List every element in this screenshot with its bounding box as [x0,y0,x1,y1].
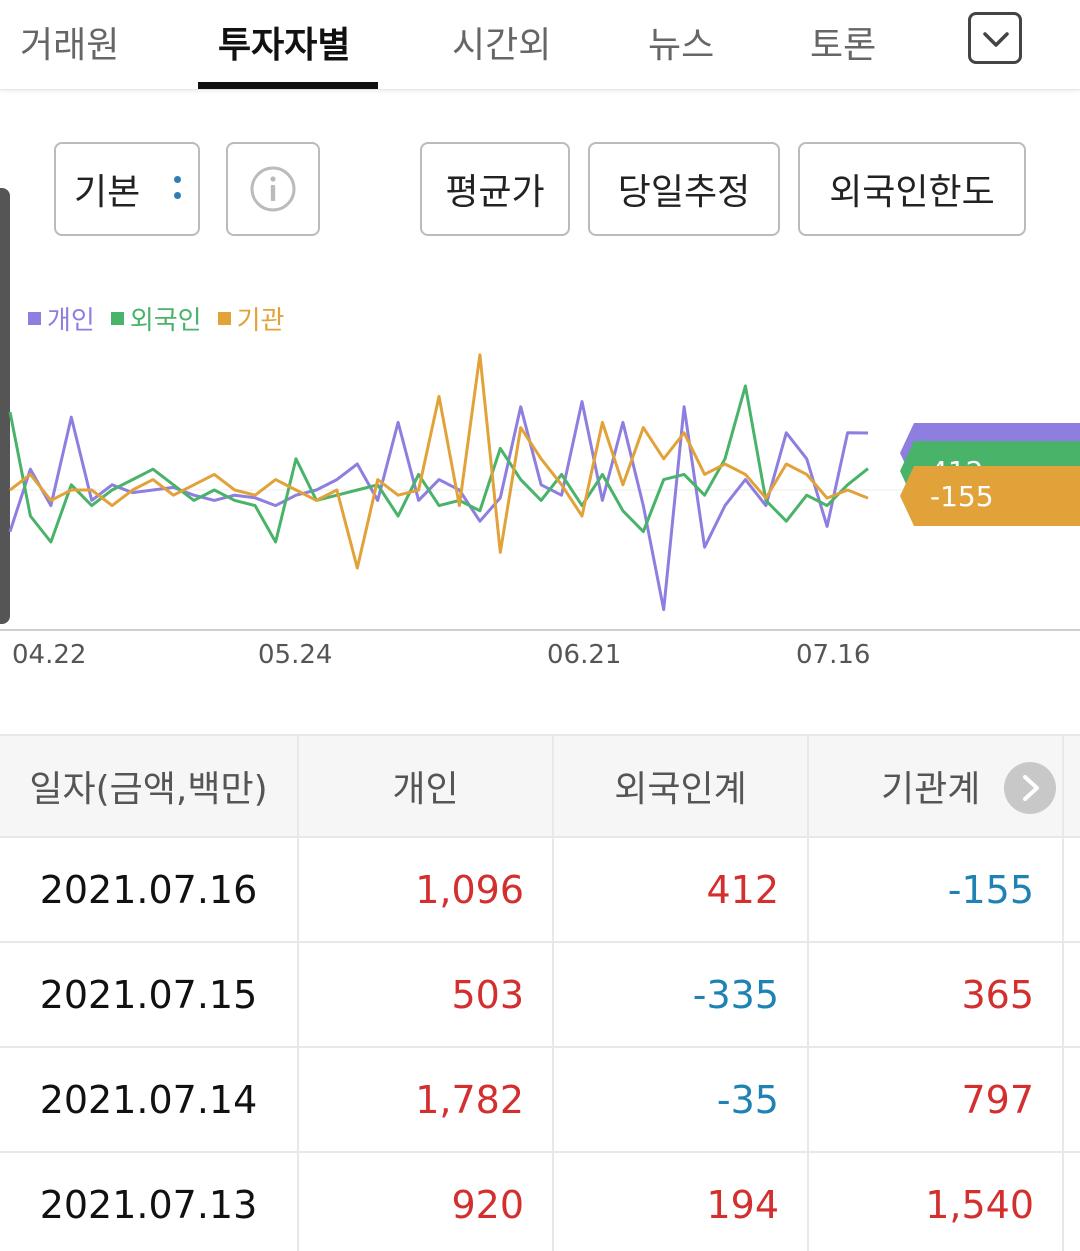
row-institution: 797 [809,1048,1064,1151]
tab-news[interactable]: 뉴스 [648,25,715,66]
x-tick-label: 04.22 [12,640,86,670]
row-foreign: -335 [554,943,809,1046]
chart-legend: 개인 외국인 기관 [28,300,294,337]
daily-estimate-button[interactable]: 당일추정 [588,142,780,236]
series-line-0 [8,400,869,612]
next-columns-button[interactable] [1004,762,1056,814]
row-individual: 1,096 [299,838,554,941]
x-tick-label: 07.16 [796,640,870,670]
row-individual: 503 [299,943,554,1046]
chevron-down-icon [983,32,1009,47]
side-drawer-handle[interactable] [0,188,10,624]
header-foreign: 외국인계 [554,736,809,836]
row-individual: 1,782 [299,1048,554,1151]
chevron-right-icon [1023,775,1039,801]
legend-label-foreign: 외국인 [129,306,202,336]
legend-label-individual: 개인 [47,306,95,336]
header-individual: 개인 [299,736,554,836]
row-date: 2021.07.16 [0,838,299,941]
last-value-flag-2: -155 [900,466,1080,526]
row-date: 2021.07.13 [0,1153,299,1251]
table-row[interactable]: 2021.07.13 920 194 1,540 [0,1153,1080,1251]
row-individual: 920 [299,1153,554,1251]
row-institution: 365 [809,943,1064,1046]
table-row[interactable]: 2021.07.14 1,782 -35 797 [0,1048,1080,1153]
row-foreign: -35 [554,1048,809,1151]
legend-swatch-individual [28,312,41,325]
tab-bar: 거래원 투자자별 시간외 뉴스 토론 [0,0,1080,90]
row-foreign: 412 [554,838,809,941]
tab-discussion[interactable]: 토론 [810,25,877,66]
tab-investors[interactable]: 투자자별 [218,25,351,66]
last-value-flag-bg-2 [900,466,1080,526]
legend-label-institution: 기관 [236,306,285,336]
foreign-limit-button[interactable]: 외국인한도 [798,142,1026,236]
legend-swatch-institution [217,312,231,325]
header-date: 일자(금액,백만) [0,736,299,836]
legend-swatch-foreign [110,312,124,325]
info-button[interactable] [226,142,320,236]
row-institution: -155 [809,838,1064,941]
table-row[interactable]: 2021.07.15 503 -335 365 [0,943,1080,1048]
row-institution: 1,540 [809,1153,1064,1251]
row-foreign: 194 [554,1153,809,1251]
legend-item-foreign: 외국인 [110,300,202,337]
last-value-label-2: -155 [930,480,994,513]
legend-item-institution: 기관 [217,300,285,337]
average-price-button[interactable]: 평균가 [420,142,570,236]
table-header-row: 일자(금액,백만) 개인 외국인계 기관계 [0,734,1080,838]
tab-brokers[interactable]: 거래원 [20,25,120,66]
series-line-2 [9,353,869,570]
table-row[interactable]: 2021.07.16 1,096 412 -155 [0,838,1080,943]
header-institution: 기관계 [809,736,1064,836]
active-tab-indicator [198,82,378,89]
legend-item-individual: 개인 [28,300,95,337]
x-tick-label: 06.21 [547,640,621,670]
x-tick-label: 05.24 [258,640,332,670]
more-vert-icon [174,176,182,208]
view-mode-select[interactable]: 기본 [54,142,200,236]
row-date: 2021.07.15 [0,943,299,1046]
series-line-1 [8,384,869,544]
tab-after-hours[interactable]: 시간외 [452,25,552,66]
view-mode-label: 기본 [74,172,141,213]
more-tabs-button[interactable] [968,12,1022,64]
info-icon [250,166,296,212]
row-date: 2021.07.14 [0,1048,299,1151]
